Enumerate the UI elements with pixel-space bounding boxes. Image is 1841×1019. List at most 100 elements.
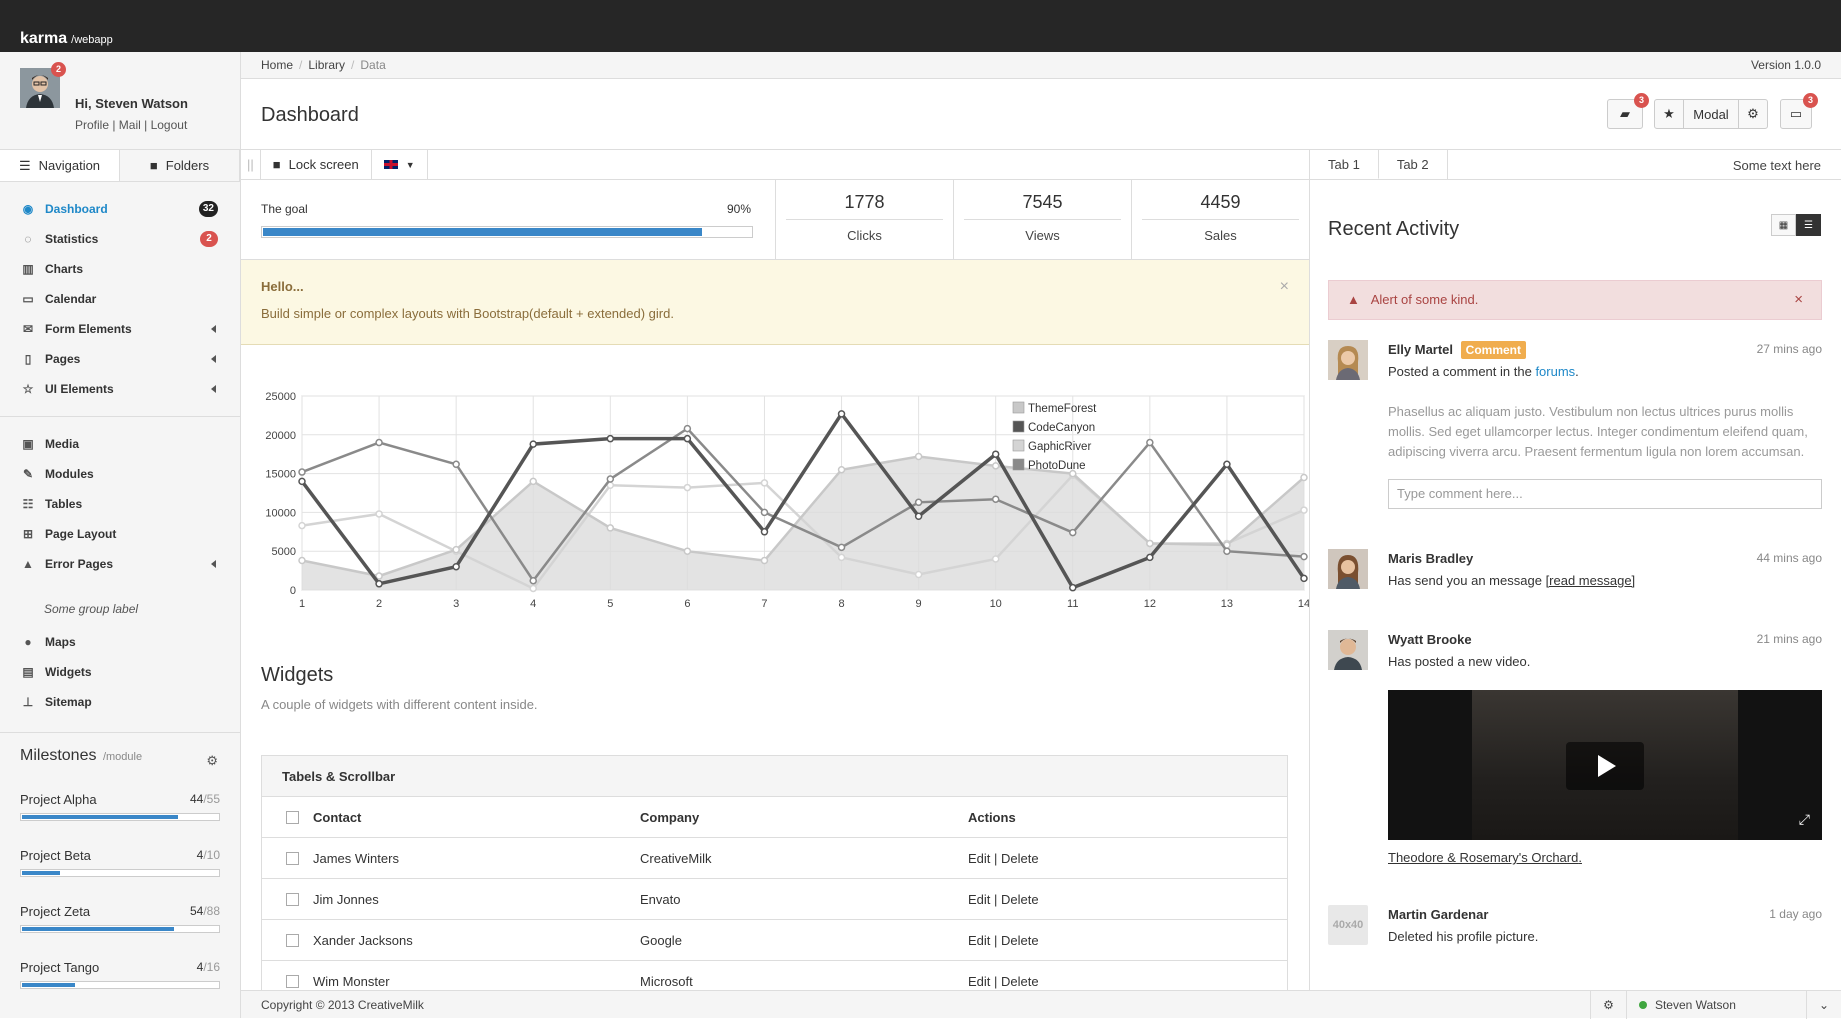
row-checkbox[interactable]: [286, 975, 299, 988]
uk-flag-icon: [383, 160, 398, 169]
data-point: [1069, 469, 1077, 478]
sidebar-item-tables[interactable]: ☷ Tables: [0, 489, 240, 519]
sidebar-item-modules[interactable]: ✎ Modules: [0, 459, 240, 489]
tab-2[interactable]: Tab 2: [1379, 150, 1448, 179]
fullscreen-icon[interactable]: ⤢: [1798, 811, 1810, 827]
x-tick-label: 7: [761, 598, 767, 610]
drag-handle[interactable]: ||: [241, 150, 261, 179]
y-tick-label: 15000: [265, 469, 296, 481]
avatar[interactable]: [1328, 549, 1368, 589]
avatar[interactable]: [1328, 340, 1368, 380]
table-icon: ☷: [22, 497, 34, 511]
row-actions[interactable]: Edit | Delete: [968, 933, 1039, 948]
comments-button[interactable]: ▰ 3: [1607, 93, 1649, 129]
sidebar-item-pages[interactable]: ▯ Pages: [0, 344, 240, 374]
breadcrumb-home[interactable]: Home: [261, 58, 294, 72]
gears-icon: ⚙: [1603, 998, 1614, 1012]
warning-icon: ▲: [22, 557, 34, 571]
row-actions[interactable]: Edit | Delete: [968, 892, 1039, 907]
tab-folders[interactable]: ■ Folders: [120, 150, 240, 181]
data-point: [452, 545, 460, 554]
sidebar-item-page-layout[interactable]: ⊞ Page Layout: [0, 519, 240, 549]
forums-link[interactable]: forums: [1535, 364, 1576, 379]
brand-logo[interactable]: karma/webapp: [20, 30, 113, 47]
widgets-title: Widgets: [261, 664, 334, 686]
list-view-icon[interactable]: ☰: [1796, 214, 1821, 236]
row-actions[interactable]: Edit | Delete: [968, 974, 1039, 989]
user-status[interactable]: Steven Watson: [1625, 991, 1806, 1019]
wrench-icon: ✎: [22, 467, 34, 481]
sidebar-item-media[interactable]: ▣ Media: [0, 429, 240, 459]
sidebar-item-ui-elements[interactable]: ☆ UI Elements: [0, 374, 240, 404]
info-alert: Hello... Build simple or complex layouts…: [241, 260, 1309, 345]
language-dropdown[interactable]: ▼: [372, 150, 428, 179]
data-point: [760, 556, 769, 565]
data-point: [1069, 583, 1077, 592]
sidebar-item-maps[interactable]: ● Maps: [0, 627, 240, 657]
data-point: [452, 562, 460, 571]
avatar-placeholder: 40x40: [1328, 905, 1368, 945]
data-point: [1223, 460, 1231, 469]
modal-button[interactable]: Modal: [1683, 99, 1739, 129]
lock-screen-button[interactable]: ■ Lock screen: [261, 150, 372, 179]
y-tick-label: 20000: [265, 430, 296, 442]
data-point: [1300, 574, 1308, 583]
video-player[interactable]: ⤢: [1388, 690, 1822, 840]
user-links[interactable]: Profile | Mail | Logout: [75, 118, 188, 132]
legend-label: PhotoDune: [1028, 460, 1086, 472]
sidebar-item-calendar[interactable]: ▭ Calendar: [0, 284, 240, 314]
grid-icon: ⊞: [22, 527, 34, 541]
settings-button[interactable]: ⚙: [1738, 99, 1768, 129]
goal-progress-bar: [261, 226, 753, 238]
x-tick-label: 4: [530, 598, 536, 610]
play-icon[interactable]: [1566, 742, 1644, 790]
inbox-badge: 3: [1803, 93, 1818, 108]
comment-input[interactable]: Type comment here...: [1388, 479, 1822, 509]
legend-label: GaphicRiver: [1028, 441, 1091, 453]
x-tick-label: 13: [1221, 598, 1233, 610]
inbox-button[interactable]: ▭ 3: [1780, 93, 1818, 129]
data-point: [529, 576, 537, 585]
calendar-icon: ▭: [22, 292, 34, 306]
expand-button[interactable]: ⌄: [1805, 991, 1841, 1019]
table-row: Wim Monster Microsoft Edit | Delete: [262, 961, 1287, 1002]
tab-1[interactable]: Tab 1: [1310, 150, 1379, 179]
read-message-link[interactable]: [read message]: [1545, 573, 1636, 588]
danger-alert: ▲ Alert of some kind. ×: [1328, 280, 1822, 320]
alert-title: Hello...: [261, 279, 304, 294]
sidebar-item-error-pages[interactable]: ▲ Error Pages: [0, 549, 240, 579]
comments-badge: 3: [1634, 93, 1649, 108]
favorite-button[interactable]: ★: [1654, 99, 1684, 129]
video-link[interactable]: Theodore & Rosemary's Orchard: [1388, 850, 1579, 865]
grid-view-icon[interactable]: ▦: [1771, 214, 1796, 236]
tab-navigation[interactable]: ☰ Navigation: [0, 150, 120, 181]
data-point: [606, 524, 615, 532]
row-checkbox[interactable]: [286, 893, 299, 906]
data-point: [1300, 473, 1308, 482]
close-icon[interactable]: ×: [1794, 291, 1803, 308]
table-row: Jim Jonnes Envato Edit | Delete: [262, 879, 1287, 920]
sitemap-icon: ⊥: [22, 695, 34, 709]
gear-icon[interactable]: ⚙: [206, 753, 218, 768]
data-point: [837, 410, 846, 418]
sidebar-item-form-elements[interactable]: ✉ Form Elements: [0, 314, 240, 344]
sidebar-item-dashboard[interactable]: ◉ Dashboard 32: [0, 194, 240, 224]
select-all-checkbox[interactable]: [286, 811, 299, 824]
alert-text: Build simple or complex layouts with Boo…: [261, 306, 674, 321]
data-point: [683, 434, 692, 443]
sidebar-item-statistics[interactable]: ◌ Statistics 2: [0, 224, 240, 254]
row-checkbox[interactable]: [286, 852, 299, 865]
legend-swatch: [1012, 420, 1025, 433]
row-actions[interactable]: Edit | Delete: [968, 851, 1039, 866]
data-point: [683, 547, 692, 555]
sidebar-item-charts[interactable]: ▥ Charts: [0, 254, 240, 284]
series-line-themeforest: [301, 455, 1305, 578]
avatar[interactable]: [1328, 630, 1368, 670]
sidebar-item-widgets[interactable]: ▤ Widgets: [0, 657, 240, 687]
row-checkbox[interactable]: [286, 934, 299, 947]
breadcrumb-library[interactable]: Library: [308, 58, 346, 72]
close-icon[interactable]: ×: [1279, 278, 1289, 295]
sidebar-item-sitemap[interactable]: ⊥ Sitemap: [0, 687, 240, 717]
settings-button[interactable]: ⚙: [1590, 991, 1626, 1019]
